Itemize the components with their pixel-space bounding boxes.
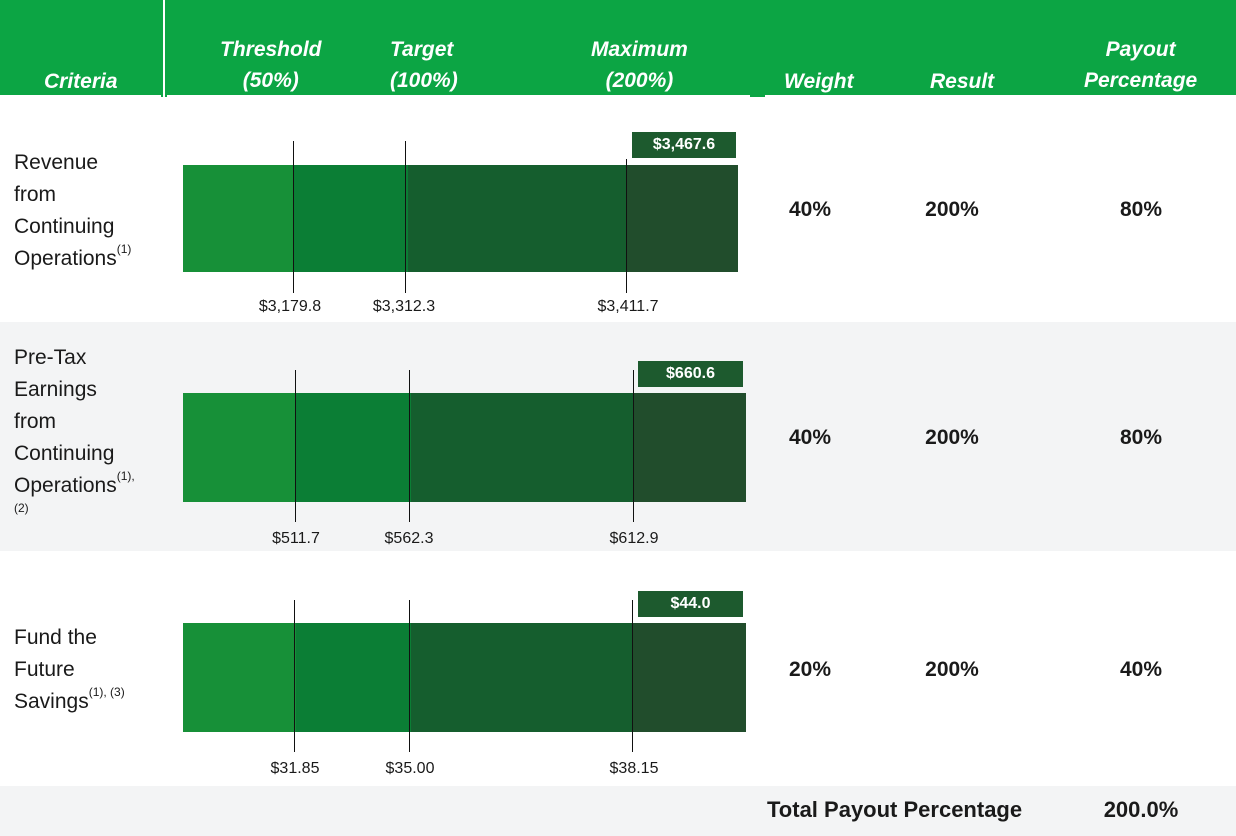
weight-pretax: 40% bbox=[788, 426, 832, 449]
maximum-line-pretax bbox=[633, 370, 634, 522]
payout-pretax: 80% bbox=[1119, 426, 1163, 449]
maximum-label-savings: $38.15 bbox=[609, 760, 659, 777]
total-label: Total Payout Percentage bbox=[767, 797, 1023, 822]
bar-segment-target bbox=[295, 623, 411, 732]
threshold-line-pretax bbox=[295, 370, 296, 522]
criteria-label-revenue: Revenue from Continuing Operations(1) bbox=[14, 151, 132, 270]
header-criteria: Criteria bbox=[44, 70, 118, 93]
threshold-label-revenue: $3,179.8 bbox=[258, 298, 322, 315]
header-divider bbox=[163, 0, 165, 97]
header-maximum: Maximum (200%) bbox=[591, 38, 688, 92]
target-label-revenue: $3,312.3 bbox=[372, 298, 436, 315]
target-line-revenue bbox=[405, 141, 406, 293]
result-savings: 200% bbox=[925, 658, 979, 681]
header-right-underline bbox=[765, 95, 1236, 97]
maximum-line-revenue bbox=[626, 159, 627, 293]
header-levels-underline bbox=[167, 95, 750, 97]
bar-pretax bbox=[183, 393, 746, 502]
header-weight: Weight bbox=[784, 70, 854, 93]
bar-segment-maximum bbox=[411, 623, 634, 732]
table-header: Criteria Threshold (50%) Target (100%) M… bbox=[0, 0, 1236, 97]
bar-segment-target bbox=[294, 165, 408, 272]
criteria-label-savings: Fund the Future Savings(1), (3) bbox=[14, 626, 125, 713]
target-line-pretax bbox=[409, 370, 410, 522]
threshold-label-savings: $31.85 bbox=[270, 760, 320, 777]
bar-segment-result bbox=[627, 165, 738, 272]
header-target: Target (100%) bbox=[390, 38, 458, 92]
target-label-pretax: $562.3 bbox=[384, 530, 434, 547]
result-box-savings: $44.0 bbox=[638, 591, 743, 617]
bar-segment-result bbox=[633, 393, 746, 502]
bar-segment-threshold bbox=[183, 393, 296, 502]
threshold-line-savings bbox=[294, 600, 295, 752]
header-payout: Payout Percentage bbox=[1084, 38, 1198, 92]
payout-savings: 40% bbox=[1119, 658, 1163, 681]
total-row bbox=[0, 786, 1236, 836]
maximum-line-savings bbox=[632, 600, 633, 752]
bar-segment-maximum bbox=[411, 393, 634, 502]
bar-segment-maximum bbox=[407, 165, 627, 272]
result-box-pretax: $660.6 bbox=[638, 361, 743, 387]
criteria-label-pretax: Pre-Tax Earnings from Continuing Operati… bbox=[14, 346, 135, 515]
payout-revenue: 80% bbox=[1119, 198, 1163, 221]
bar-savings bbox=[183, 623, 746, 732]
header-criteria-underline bbox=[0, 95, 161, 97]
maximum-label-pretax: $612.9 bbox=[609, 530, 659, 547]
result-box-revenue: $3,467.6 bbox=[632, 132, 736, 158]
threshold-label-pretax: $511.7 bbox=[272, 530, 320, 547]
total-value: 200.0% bbox=[1103, 797, 1179, 822]
result-revenue: 200% bbox=[925, 198, 979, 221]
target-label-savings: $35.00 bbox=[385, 760, 435, 777]
result-pretax: 200% bbox=[925, 426, 979, 449]
bar-segment-threshold bbox=[183, 623, 296, 732]
target-line-savings bbox=[409, 600, 410, 752]
weight-revenue: 40% bbox=[788, 198, 832, 221]
header-result: Result bbox=[930, 70, 995, 93]
weight-savings: 20% bbox=[788, 658, 832, 681]
bar-segment-result bbox=[633, 623, 746, 732]
maximum-label-revenue: $3,411.7 bbox=[597, 298, 659, 315]
threshold-line-revenue bbox=[293, 141, 294, 293]
header-threshold: Threshold (50%) bbox=[220, 38, 322, 92]
bar-segment-target bbox=[295, 393, 411, 502]
bar-revenue bbox=[183, 165, 738, 272]
bar-segment-threshold bbox=[183, 165, 294, 272]
